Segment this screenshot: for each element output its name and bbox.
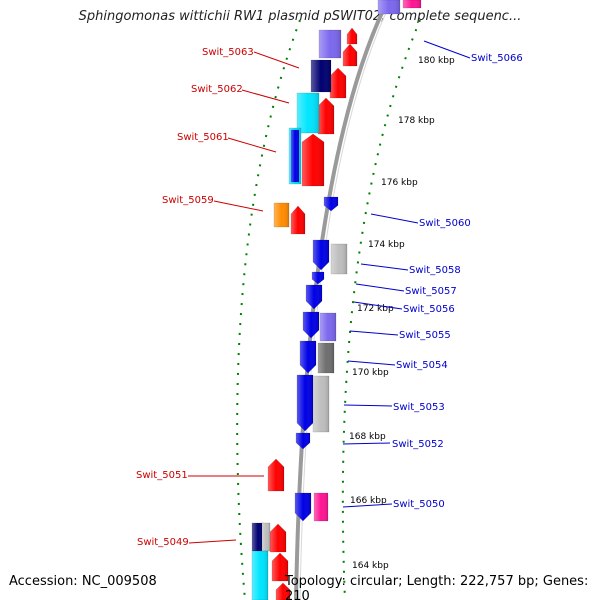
accession-text: Accession: NC_009508 xyxy=(9,574,157,589)
gene-shading xyxy=(268,459,284,491)
gene-label-swit-5063[interactable]: Swit_5063 xyxy=(202,47,254,58)
leader-line xyxy=(342,442,391,445)
leader-line xyxy=(253,51,300,69)
tick-label-176: 176 kbp xyxy=(381,178,418,188)
gene-features xyxy=(251,0,422,600)
gene-shading xyxy=(291,130,299,182)
gene-label-swit-5049[interactable]: Swit_5049 xyxy=(137,537,189,548)
gene-label-swit-5061[interactable]: Swit_5061 xyxy=(177,132,229,143)
gene-shading xyxy=(319,30,341,58)
tick-label-178: 178 kbp xyxy=(398,116,435,126)
map-title: Sphingomonas wittichii RW1 plasmid pSWIT… xyxy=(78,9,522,24)
leader-line xyxy=(353,301,403,310)
topology-text: Topology: circular; Length: 222,757 bp; … xyxy=(285,574,589,600)
left-gene-labels: Swit_5063 Swit_5062 Swit_5061 Swit_5059 … xyxy=(136,47,300,548)
gene-shading xyxy=(295,493,311,521)
gene-shading xyxy=(378,0,400,14)
gene-shading xyxy=(274,203,289,227)
right-gene-labels: Swit_5066 Swit_5060 Swit_5058 Swit_5057 … xyxy=(342,40,523,510)
gene-shading xyxy=(313,376,329,432)
inner-dotted-ring xyxy=(236,19,301,600)
gene-shading xyxy=(314,493,328,521)
tick-label-170: 170 kbp xyxy=(352,368,389,378)
gene-shading xyxy=(297,375,313,431)
gene-shading xyxy=(330,68,346,98)
tick-label-166: 166 kbp xyxy=(350,496,387,506)
tick-label-180: 180 kbp xyxy=(418,56,455,66)
gene-label-swit-5051[interactable]: Swit_5051 xyxy=(136,470,188,481)
gene-shading xyxy=(311,60,331,92)
gene-shading xyxy=(343,44,357,66)
leader-line xyxy=(370,213,419,224)
gene-label-swit-5052[interactable]: Swit_5052 xyxy=(392,439,444,450)
gene-label-swit-5056[interactable]: Swit_5056 xyxy=(403,304,455,315)
gene-label-swit-5060[interactable]: Swit_5060 xyxy=(419,218,471,229)
leader-line xyxy=(241,89,290,104)
gene-label-swit-5055[interactable]: Swit_5055 xyxy=(399,330,451,341)
backbone-ring-highlight xyxy=(299,0,393,600)
gene-shading xyxy=(291,206,305,234)
tick-label-172: 172 kbp xyxy=(357,304,394,314)
gene-shading xyxy=(324,197,338,211)
leader-line xyxy=(355,283,405,292)
leader-line xyxy=(347,360,396,366)
gene-shading xyxy=(320,313,336,341)
leader-line xyxy=(227,137,277,153)
gene-shading xyxy=(331,244,347,274)
gene-shading xyxy=(297,93,319,133)
gene-label-swit-5059[interactable]: Swit_5059 xyxy=(162,195,214,206)
tick-label-174: 174 kbp xyxy=(368,240,405,250)
leader-line xyxy=(343,404,393,407)
outer-dotted-ring xyxy=(341,19,421,600)
gene-label-swit-5066[interactable]: Swit_5066 xyxy=(471,53,523,64)
gene-shading xyxy=(347,28,357,44)
leader-line xyxy=(188,539,237,544)
backbone-ring xyxy=(294,0,390,600)
leader-line xyxy=(349,330,399,336)
gene-label-swit-5054[interactable]: Swit_5054 xyxy=(396,360,448,371)
gene-shading xyxy=(306,285,322,309)
leader-line xyxy=(423,40,471,59)
gene-label-swit-5062[interactable]: Swit_5062 xyxy=(191,84,243,95)
tick-label-164: 164 kbp xyxy=(352,561,389,571)
gene-shading xyxy=(262,523,270,551)
gene-shading xyxy=(300,341,316,373)
tick-label-168: 168 kbp xyxy=(349,432,386,442)
leader-line xyxy=(213,200,264,212)
gene-label-swit-5057[interactable]: Swit_5057 xyxy=(405,286,457,297)
gene-shading xyxy=(303,312,319,338)
gene-label-swit-5058[interactable]: Swit_5058 xyxy=(409,265,461,276)
gene-shading xyxy=(318,98,334,134)
gene-label-swit-5050[interactable]: Swit_5050 xyxy=(393,499,445,510)
gene-shading xyxy=(318,343,334,373)
gene-shading xyxy=(270,524,286,552)
leader-line xyxy=(342,503,393,508)
gene-shading xyxy=(302,134,324,186)
gene-shading xyxy=(272,553,288,581)
position-ticks: 164 kbp 166 kbp 168 kbp 170 kbp 172 kbp … xyxy=(349,56,455,571)
leader-line xyxy=(360,263,409,271)
gene-shading xyxy=(312,272,324,284)
gene-shading xyxy=(296,433,310,449)
gene-label-swit-5053[interactable]: Swit_5053 xyxy=(393,402,445,413)
gene-shading xyxy=(403,0,421,8)
gene-shading xyxy=(252,523,264,551)
gene-shading xyxy=(252,551,268,600)
gene-shading xyxy=(313,240,329,270)
gene-shading xyxy=(276,583,290,600)
